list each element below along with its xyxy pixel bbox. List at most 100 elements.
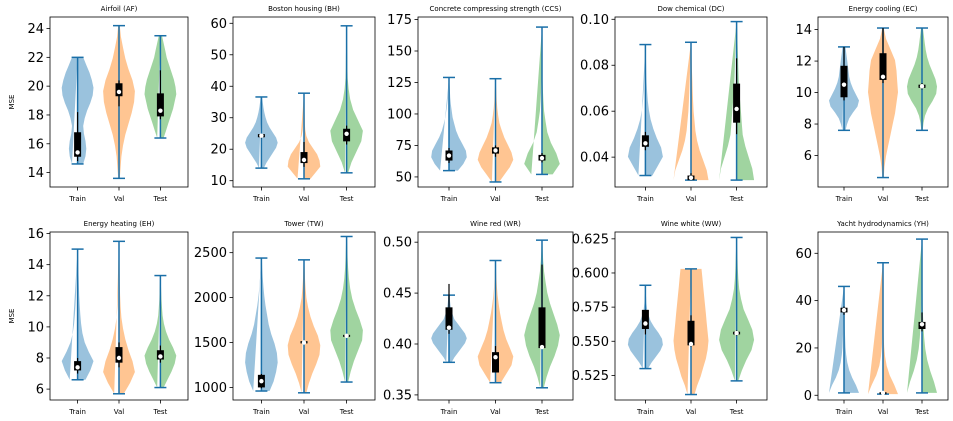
violin-body bbox=[330, 236, 363, 383]
median-marker bbox=[539, 344, 545, 350]
median-marker bbox=[643, 141, 648, 146]
y-tick-label: 0.550 bbox=[572, 335, 609, 350]
chart-title: Energy cooling (EC) bbox=[849, 5, 918, 13]
x-tick-label: Val bbox=[686, 408, 697, 416]
y-tick-label: 14 bbox=[27, 258, 44, 273]
box-iqr bbox=[74, 132, 82, 157]
y-tick-label: 0.575 bbox=[572, 301, 609, 316]
x-tick-label: Test bbox=[534, 195, 549, 203]
y-tick-label: 60 bbox=[795, 247, 812, 262]
median-marker bbox=[643, 321, 648, 326]
x-tick-label: Val bbox=[114, 408, 125, 416]
y-tick-label: 12 bbox=[795, 55, 812, 70]
y-tick-label: 1000 bbox=[194, 381, 227, 396]
y-tick-label: 12 bbox=[27, 289, 44, 304]
box-iqr bbox=[156, 93, 164, 117]
box-iqr bbox=[641, 135, 649, 147]
median-marker bbox=[880, 390, 886, 396]
median-marker bbox=[116, 89, 122, 95]
median-marker bbox=[734, 106, 739, 112]
x-tick-label: Train bbox=[835, 408, 853, 416]
y-tick-label: 22 bbox=[27, 51, 44, 66]
y-tick-label: 24 bbox=[27, 22, 44, 37]
y-tick-label: 2500 bbox=[194, 246, 227, 261]
y-tick-label: 0.600 bbox=[572, 266, 609, 281]
y-tick-label: 10 bbox=[27, 320, 44, 335]
chart-panel: Dow chemical (DC) 0.04 0.06 0.08 0.10 Train Va… bbox=[580, 5, 768, 203]
box-iqr bbox=[115, 347, 123, 363]
box-iqr bbox=[445, 307, 453, 330]
x-tick-label: Train bbox=[440, 195, 458, 203]
x-tick-label: Test bbox=[339, 408, 354, 416]
x-tick-label: Test bbox=[729, 408, 744, 416]
x-tick-label: Val bbox=[299, 408, 310, 416]
y-tick-label: 125 bbox=[387, 76, 412, 91]
y-tick-label: 16 bbox=[27, 137, 44, 152]
chart-title: Boston housing (BH) bbox=[268, 5, 340, 13]
x-tick-label: Val bbox=[299, 195, 310, 203]
y-tick-label: 2000 bbox=[194, 291, 227, 306]
x-tick-label: Train bbox=[440, 408, 458, 416]
y-tick-label: 0.45 bbox=[383, 287, 412, 302]
x-tick-label: Train bbox=[68, 195, 86, 203]
y-tick-label: 0.06 bbox=[580, 105, 609, 120]
chart-panel: Concrete compressing strength (CCS) 50 75 1… bbox=[387, 5, 574, 203]
y-tick-label: 10 bbox=[210, 174, 227, 189]
median-marker bbox=[116, 355, 122, 361]
violin-body bbox=[330, 25, 363, 173]
y-tick-label: 8 bbox=[36, 352, 44, 367]
y-tick-label: 50 bbox=[210, 48, 227, 63]
x-tick-label: Train bbox=[252, 408, 270, 416]
chart-title: Airfoil (AF) bbox=[101, 5, 138, 13]
chart-title: Energy heating (EH) bbox=[84, 220, 155, 228]
y-tick-label: 1500 bbox=[194, 336, 227, 351]
x-tick-label: Test bbox=[339, 195, 354, 203]
chart-title: Concrete compressing strength (CCS) bbox=[430, 5, 562, 13]
y-tick-label: 0.35 bbox=[383, 388, 412, 403]
x-tick-label: Train bbox=[68, 408, 86, 416]
y-tick-label: 0.04 bbox=[580, 151, 609, 166]
x-tick-label: Val bbox=[686, 195, 697, 203]
y-tick-label: 14 bbox=[795, 23, 812, 38]
x-tick-label: Val bbox=[878, 408, 889, 416]
median-marker bbox=[493, 148, 498, 153]
median-marker bbox=[301, 340, 307, 345]
y-tick-label: 0.40 bbox=[383, 338, 412, 353]
median-marker bbox=[841, 82, 847, 87]
x-tick-label: Val bbox=[114, 195, 125, 203]
y-tick-label: 50 bbox=[395, 170, 412, 185]
y-tick-label: 40 bbox=[210, 80, 227, 95]
y-axis-label: MSE bbox=[8, 309, 16, 324]
y-tick-label: 175 bbox=[387, 13, 412, 28]
median-marker bbox=[446, 153, 452, 158]
box-iqr bbox=[300, 152, 308, 164]
chart-title: Yacht hydrodynamics (YH) bbox=[836, 220, 929, 228]
chart-panel: Tower (TW) 1000 1500 2000 2500 Train Val Test bbox=[194, 220, 376, 416]
x-tick-label: Test bbox=[153, 408, 168, 416]
x-tick-label: Test bbox=[914, 408, 929, 416]
median-marker bbox=[493, 355, 498, 360]
y-tick-label: 18 bbox=[27, 108, 44, 123]
chart-panel: Boston housing (BH) 10 20 30 40 50 60 Train Val T… bbox=[210, 5, 376, 203]
y-tick-label: 0.625 bbox=[572, 232, 609, 247]
chart-title: Wine white (WW) bbox=[661, 220, 722, 228]
x-tick-label: Train bbox=[835, 195, 853, 203]
chart-panel: Wine red (WR) 0.35 0.40 0.45 0.50 Train Val Tes… bbox=[383, 220, 574, 416]
chart-panel: Energy cooling (EC) 6 8 10 12 14 Train Val Test bbox=[795, 5, 949, 203]
median-marker bbox=[688, 175, 694, 181]
y-tick-label: 0 bbox=[804, 389, 812, 404]
x-tick-label: Train bbox=[252, 195, 270, 203]
y-tick-label: 16 bbox=[27, 227, 44, 242]
y-tick-label: 20 bbox=[27, 80, 44, 95]
chart-title: Wine red (WR) bbox=[470, 220, 521, 228]
box-iqr bbox=[492, 352, 499, 373]
y-tick-label: 6 bbox=[36, 383, 44, 398]
median-marker bbox=[919, 322, 925, 327]
chart-panel: Wine white (WW) 0.525 0.550 0.575 0.600 0.625… bbox=[572, 220, 768, 416]
median-marker bbox=[75, 365, 80, 370]
x-tick-label: Test bbox=[914, 195, 929, 203]
x-tick-label: Val bbox=[490, 195, 501, 203]
box-iqr bbox=[733, 83, 741, 123]
median-marker bbox=[539, 155, 545, 161]
y-tick-label: 150 bbox=[387, 45, 412, 60]
